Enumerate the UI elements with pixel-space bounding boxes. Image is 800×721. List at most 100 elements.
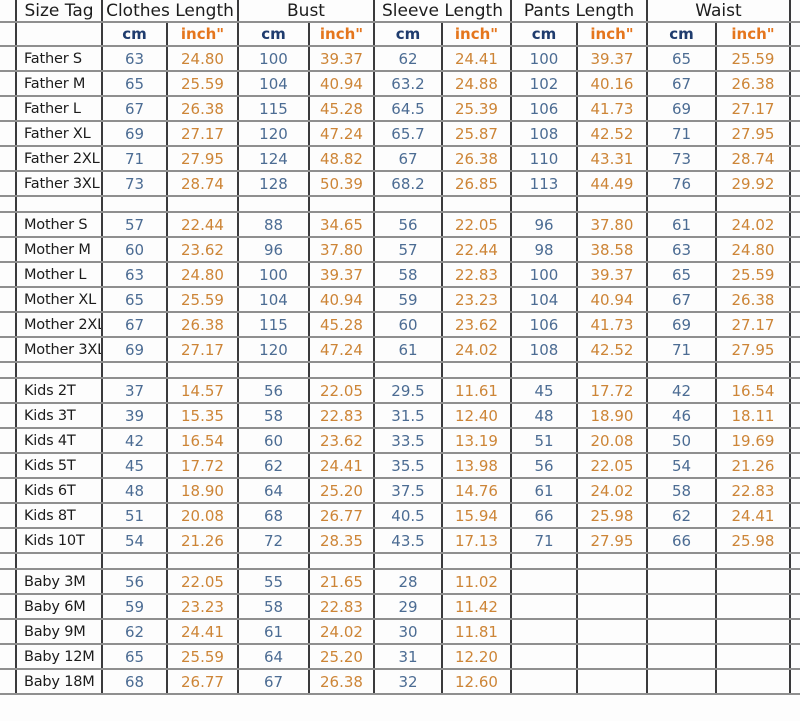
column-header-bust: Bust <box>239 0 375 21</box>
inch-value-cell: 15.94 <box>443 504 512 527</box>
cm-value-cell: 120 <box>239 122 310 145</box>
size-tag-cell: Baby 18M <box>15 670 103 693</box>
cm-value-cell: 65.7 <box>375 122 443 145</box>
inch-value-cell: 24.80 <box>717 238 791 261</box>
cm-value-cell: 96 <box>239 238 310 261</box>
table-row: Baby 9M 62 24.41 61 24.02 30 11.81 <box>0 620 800 645</box>
table-row: Mother 3XL 69 27.17 120 47.24 61 24.02 108 42.52… <box>0 338 800 363</box>
spacer-cell <box>578 197 648 211</box>
spacer-cell <box>512 363 578 377</box>
units-empty-cell <box>15 23 103 45</box>
inch-value-cell: 27.17 <box>717 313 791 336</box>
cm-value-cell: 62 <box>239 454 310 477</box>
size-tag-cell: Mother 2XL <box>15 313 103 336</box>
spacer-cell <box>239 363 310 377</box>
unit-cm-label: cm <box>512 23 578 45</box>
inch-value-cell: 43.31 <box>578 147 648 170</box>
inch-value-cell: 47.24 <box>310 338 375 361</box>
inch-value-cell: 48.82 <box>310 147 375 170</box>
spacer-cell <box>168 554 239 568</box>
cm-value-cell: 37.5 <box>375 479 443 502</box>
cm-value-cell: 65 <box>648 47 717 70</box>
cm-value-cell: 68 <box>239 504 310 527</box>
cm-value-cell: 115 <box>239 97 310 120</box>
size-tag-cell: Mother S <box>15 213 103 236</box>
unit-inch-label: inch" <box>168 23 239 45</box>
inch-value-cell: 28.35 <box>310 529 375 552</box>
cm-value-cell: 51 <box>512 429 578 452</box>
cm-value-cell <box>648 570 717 593</box>
cm-value-cell: 100 <box>239 263 310 286</box>
inch-value-cell: 22.83 <box>310 404 375 427</box>
inch-value-cell: 17.72 <box>578 379 648 402</box>
spacer-cell <box>239 197 310 211</box>
unit-cm-label: cm <box>103 23 168 45</box>
cm-value-cell: 68 <box>103 670 168 693</box>
cm-value-cell: 69 <box>648 313 717 336</box>
unit-cm-label: cm <box>375 23 443 45</box>
cm-value-cell: 71 <box>512 529 578 552</box>
cm-value-cell: 51 <box>103 504 168 527</box>
inch-value-cell: 24.02 <box>443 338 512 361</box>
table-row: Kids 8T 51 20.08 68 26.77 40.5 15.94 66 25.98 62 2… <box>0 504 800 529</box>
section-spacer-row <box>0 554 800 570</box>
inch-value-cell: 23.23 <box>168 595 239 618</box>
cm-value-cell: 62 <box>103 620 168 643</box>
inch-value-cell: 39.37 <box>310 47 375 70</box>
inch-value-cell <box>578 595 648 618</box>
inch-value-cell: 19.69 <box>717 429 791 452</box>
table-row: Kids 6T 48 18.90 64 25.20 37.5 14.76 61 24.02 58 2… <box>0 479 800 504</box>
table-row: Father S 63 24.80 100 39.37 62 24.41 100 39.37 65… <box>0 47 800 72</box>
inch-value-cell: 21.26 <box>717 454 791 477</box>
cm-value-cell: 58 <box>239 595 310 618</box>
inch-value-cell: 14.76 <box>443 479 512 502</box>
inch-value-cell: 17.72 <box>168 454 239 477</box>
inch-value-cell: 12.20 <box>443 645 512 668</box>
spacer-cell <box>375 554 443 568</box>
inch-value-cell: 40.94 <box>310 72 375 95</box>
table-row: Kids 4T 42 16.54 60 23.62 33.5 13.19 51 20.08 50 1… <box>0 429 800 454</box>
column-header-sleeve-length: Sleeve Length <box>375 0 512 21</box>
cm-value-cell: 106 <box>512 313 578 336</box>
inch-value-cell: 12.40 <box>443 404 512 427</box>
size-tag-cell: Father S <box>15 47 103 70</box>
spacer-cell <box>310 197 375 211</box>
cm-value-cell: 61 <box>375 338 443 361</box>
inch-value-cell <box>717 670 791 693</box>
cm-value-cell: 98 <box>512 238 578 261</box>
inch-value-cell: 25.59 <box>168 645 239 668</box>
inch-value-cell: 11.02 <box>443 570 512 593</box>
table-units-row: cm inch" cm inch" cm inch" cm inch" cm i… <box>0 23 800 47</box>
cm-value-cell: 59 <box>375 288 443 311</box>
cm-value-cell: 71 <box>648 338 717 361</box>
size-tag-cell: Kids 10T <box>15 529 103 552</box>
cm-value-cell: 35.5 <box>375 454 443 477</box>
inch-value-cell: 18.90 <box>578 404 648 427</box>
inch-value-cell: 41.73 <box>578 97 648 120</box>
cm-value-cell <box>512 570 578 593</box>
inch-value-cell <box>578 645 648 668</box>
inch-value-cell: 25.87 <box>443 122 512 145</box>
inch-value-cell: 27.95 <box>578 529 648 552</box>
table-row: Kids 2T 37 14.57 56 22.05 29.5 11.61 45 17.72 42 1… <box>0 379 800 404</box>
table-row: Mother XL 65 25.59 104 40.94 59 23.23 104 40.94 6… <box>0 288 800 313</box>
cm-value-cell: 124 <box>239 147 310 170</box>
cm-value-cell: 42 <box>648 379 717 402</box>
cm-value-cell: 110 <box>512 147 578 170</box>
inch-value-cell: 24.80 <box>168 263 239 286</box>
inch-value-cell: 26.38 <box>168 97 239 120</box>
size-tag-cell: Father M <box>15 72 103 95</box>
inch-value-cell: 21.65 <box>310 570 375 593</box>
section-spacer-row <box>0 197 800 213</box>
table-row: Kids 10T 54 21.26 72 28.35 43.5 17.13 71 27.95 66… <box>0 529 800 554</box>
cm-value-cell: 65 <box>648 263 717 286</box>
size-tag-cell: Father 2XL <box>15 147 103 170</box>
inch-value-cell: 20.08 <box>578 429 648 452</box>
inch-value-cell: 18.90 <box>168 479 239 502</box>
inch-value-cell: 42.52 <box>578 338 648 361</box>
cm-value-cell: 32 <box>375 670 443 693</box>
spacer-cell <box>310 363 375 377</box>
cm-value-cell: 58 <box>648 479 717 502</box>
cm-value-cell: 63 <box>648 238 717 261</box>
inch-value-cell <box>717 570 791 593</box>
